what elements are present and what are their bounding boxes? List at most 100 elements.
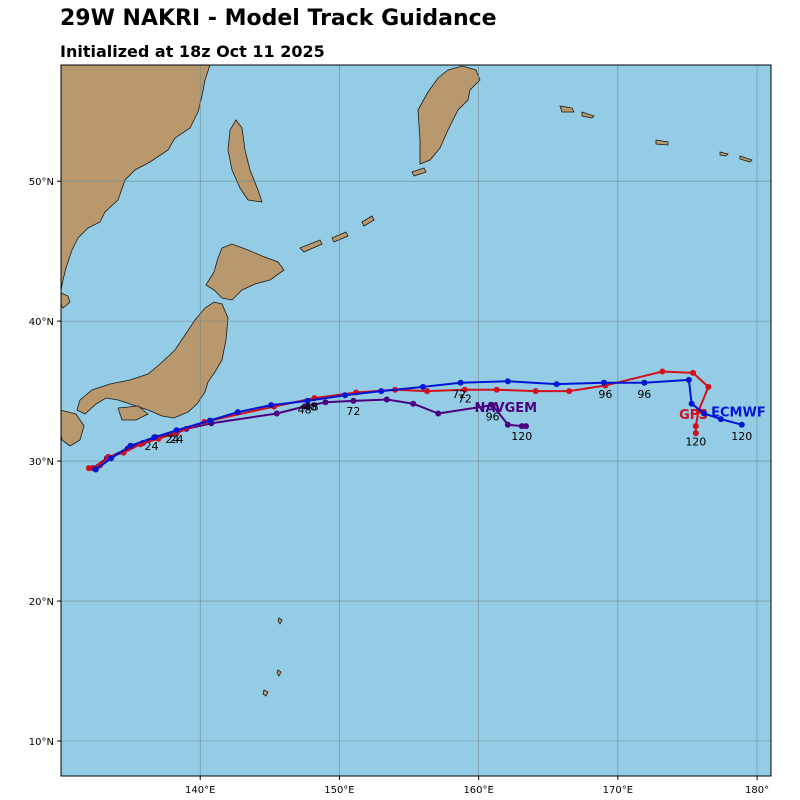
land-islet-2 <box>276 669 282 677</box>
land-aleutian-2 <box>581 111 595 119</box>
track-point <box>690 369 697 376</box>
track-point <box>92 466 99 473</box>
land-korea <box>61 292 71 309</box>
forecast-hour-label: 120 <box>685 436 706 449</box>
track-point <box>504 378 511 385</box>
model-name-label: NAVGEM <box>474 401 537 416</box>
forecast-hour-label: 48 <box>305 401 319 414</box>
track-point <box>522 423 529 430</box>
forecast-hour-label: 72 <box>346 405 360 418</box>
forecast-hour-label: 72 <box>452 388 466 401</box>
land-kuril-3 <box>361 215 375 227</box>
track-point <box>304 397 311 404</box>
tick-label-lat: 30°N <box>29 457 54 468</box>
track-point <box>489 402 496 409</box>
track-point <box>108 455 115 462</box>
track-point <box>234 409 241 416</box>
land-sakhalin <box>227 119 263 203</box>
track-ecmwf: 24 48 72 96 120 ECMWF <box>92 376 766 473</box>
tick-label-lat: 10°N <box>29 737 54 748</box>
track-point <box>685 376 692 383</box>
tick-label-lon: 170°E <box>603 785 633 796</box>
land-kyushu <box>61 409 85 447</box>
land-aleutian-5 <box>739 155 753 163</box>
graticule <box>61 65 771 776</box>
chart-subtitle: Initialized at 18z Oct 11 2025 <box>60 42 325 61</box>
land-aleutian-3 <box>655 139 669 146</box>
track-point <box>151 434 158 441</box>
track-point <box>692 423 699 430</box>
track-point <box>705 383 712 390</box>
track-point <box>342 392 348 399</box>
land-kuril-2 <box>331 231 349 243</box>
forecast-hour-label: 24 <box>170 433 184 446</box>
land-honshu <box>76 301 229 419</box>
track-point <box>383 396 390 403</box>
forecast-hour-label: 96 <box>637 388 651 401</box>
track-point <box>659 368 666 375</box>
tick-label-lat: 40°N <box>29 317 54 328</box>
track-point <box>85 465 92 472</box>
chart-title: 29W NAKRI - Model Track Guidance <box>60 6 497 31</box>
track-point <box>461 386 468 393</box>
track-point <box>566 388 573 395</box>
track-line <box>88 370 710 470</box>
track-point <box>504 421 511 428</box>
track-point <box>268 402 275 409</box>
map-frame <box>60 64 772 777</box>
track-point <box>378 388 385 395</box>
land-hokkaido <box>205 243 285 301</box>
track-point <box>424 388 431 395</box>
track-point <box>322 399 329 406</box>
land-kuril-1 <box>299 239 323 253</box>
track-point <box>688 400 695 407</box>
land-asia-mainland <box>61 65 211 291</box>
land-aleutian-1 <box>559 105 575 113</box>
forecast-hour-label: 120 <box>731 430 752 443</box>
track-point <box>600 379 607 386</box>
track-point <box>350 397 357 404</box>
forecast-hour-label: 48 <box>303 401 317 414</box>
tick-label-lon: 140°E <box>185 785 215 796</box>
forecast-hour-label: 72 <box>458 392 472 405</box>
ocean-background <box>61 65 771 776</box>
forecast-hour-label: 96 <box>486 411 500 424</box>
track-point <box>457 379 464 386</box>
tick-label-lon: 180° <box>745 785 769 796</box>
track-point <box>435 410 442 417</box>
land-kamchatka <box>417 65 481 165</box>
track-point <box>532 388 539 395</box>
tick-label-lat: 20°N <box>29 597 54 608</box>
land-masses <box>61 65 753 697</box>
land-islet-1 <box>277 617 283 625</box>
land-shikoku <box>117 405 149 421</box>
land-islet-3 <box>262 689 269 697</box>
model-name-label: ECMWF <box>711 405 766 420</box>
track-point <box>692 430 699 437</box>
track-point <box>273 410 280 417</box>
track-point <box>641 379 648 386</box>
track-point <box>173 427 180 434</box>
track-point <box>493 386 500 393</box>
forecast-hour-label: 24 <box>144 440 158 453</box>
track-point <box>553 381 560 388</box>
track-point <box>717 416 724 423</box>
land-kuril-4 <box>411 167 427 177</box>
track-point <box>206 417 213 424</box>
tick-label-lon: 150°E <box>324 785 354 796</box>
forecast-hour-label: 120 <box>511 430 532 443</box>
forecast-hour-label: 96 <box>598 388 612 401</box>
track-line <box>95 378 743 471</box>
track-point <box>518 423 525 430</box>
tick-label-lon: 160°E <box>463 785 493 796</box>
tick-label-lat: 50°N <box>29 177 54 188</box>
track-point <box>301 403 308 410</box>
track-point <box>127 442 134 449</box>
track-point <box>410 400 417 407</box>
track-point <box>419 383 426 390</box>
track-point <box>701 410 708 417</box>
forecast-hour-label: 24 <box>165 433 179 446</box>
forecast-hour-label: 48 <box>298 404 312 417</box>
